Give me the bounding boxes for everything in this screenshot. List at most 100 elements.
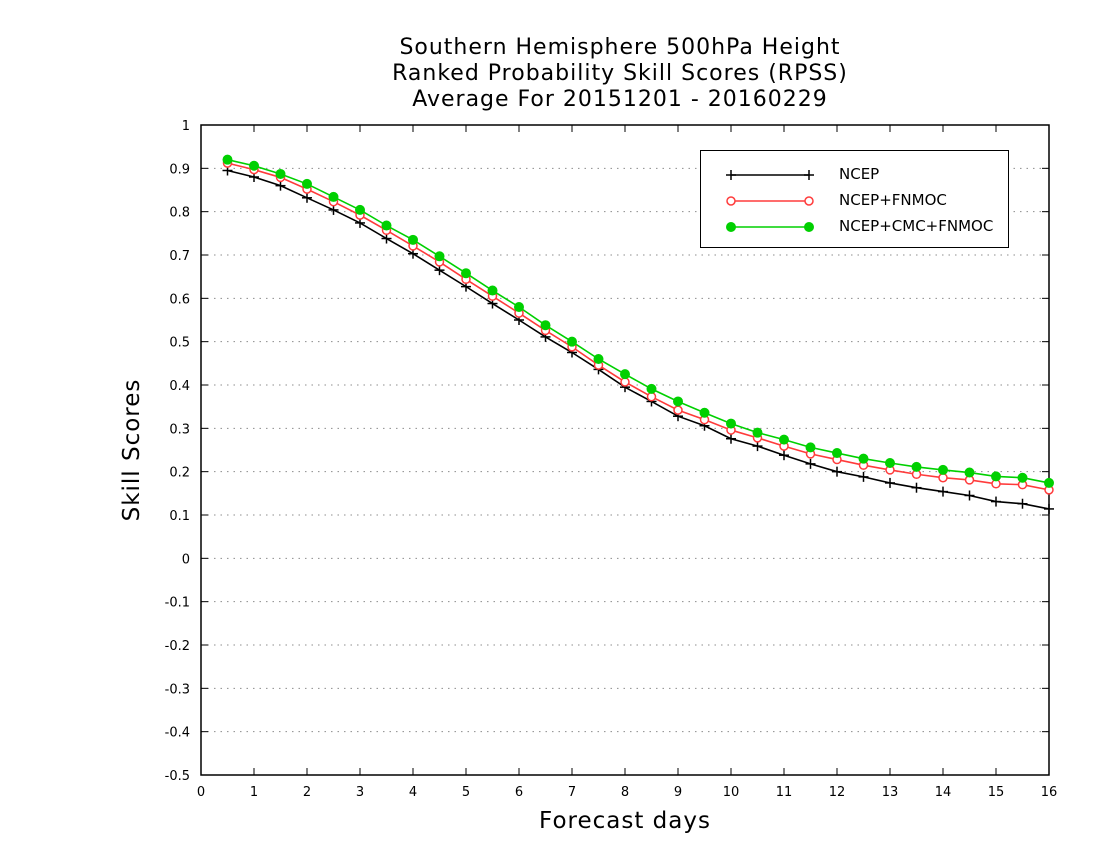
y-tick-label: -0.5 xyxy=(165,769,190,784)
y-tick-label: 0.8 xyxy=(169,206,190,221)
data-point-ncep-cmc-fnmoc xyxy=(885,458,895,468)
legend-marker-ncep-fnmoc xyxy=(726,196,814,206)
y-tick-label: -0.2 xyxy=(165,639,190,654)
data-point-ncep xyxy=(805,458,816,469)
data-point-ncep-cmc-fnmoc xyxy=(699,407,710,418)
data-point-ncep-cmc-fnmoc xyxy=(567,336,577,347)
data-point-ncep-cmc-fnmoc xyxy=(355,204,365,215)
x-tick-label: 4 xyxy=(409,785,417,800)
y-tick-label: -0.3 xyxy=(165,682,190,697)
chart-title-line-1: Southern Hemisphere 500hPa Height xyxy=(399,35,841,60)
data-point-ncep-cmc-fnmoc xyxy=(964,467,975,478)
x-tick-label: 5 xyxy=(462,785,470,800)
legend-label-ncep-fnmoc: NCEP+FNMOC xyxy=(839,191,947,209)
y-tick-label: 0.2 xyxy=(169,466,190,481)
x-tick-label: 10 xyxy=(723,785,740,800)
data-point-ncep xyxy=(911,482,922,493)
y-tick-label: 0 xyxy=(182,552,190,567)
x-tick-label: 1 xyxy=(250,785,258,800)
data-point-ncep xyxy=(328,204,339,215)
data-point-ncep-cmc-fnmoc xyxy=(328,191,339,202)
chart-title-line-3: Average For 20151201 - 20160229 xyxy=(412,87,828,112)
series-line-ncep xyxy=(227,169,1050,510)
data-point-ncep-cmc-fnmoc xyxy=(222,154,233,165)
data-point-ncep-fnmoc xyxy=(620,377,630,387)
legend-marker-left-ncep-cmc-fnmoc xyxy=(726,222,736,232)
data-point-ncep-cmc-fnmoc xyxy=(726,418,736,429)
y-tick-label: 0.4 xyxy=(169,379,190,394)
y-tick-label: 0.3 xyxy=(169,422,190,437)
data-point-ncep xyxy=(434,265,445,276)
data-point-ncep-cmc-fnmoc xyxy=(593,354,604,364)
y-tick-label: -0.4 xyxy=(165,726,190,741)
data-point-ncep xyxy=(302,192,312,203)
y-tick-label: 0.6 xyxy=(169,292,190,307)
data-point-ncep-cmc-fnmoc xyxy=(434,251,445,262)
data-point-ncep-cmc-fnmoc xyxy=(408,234,418,245)
data-point-ncep-cmc-fnmoc xyxy=(779,434,789,445)
legend-item-ncep-cmc-fnmoc: NCEP+CMC+FNMOC xyxy=(701,215,1010,239)
data-point-ncep xyxy=(885,477,895,488)
data-point-ncep-cmc-fnmoc xyxy=(911,461,922,472)
data-point-ncep xyxy=(938,486,948,497)
data-point-ncep xyxy=(726,433,736,444)
data-point-ncep xyxy=(381,233,392,244)
data-point-ncep-cmc-fnmoc xyxy=(646,383,657,394)
data-point-ncep-fnmoc xyxy=(673,405,683,415)
x-tick-label: 11 xyxy=(776,785,793,800)
chart-title-line-2: Ranked Probability Skill Scores (RPSS) xyxy=(392,61,848,86)
data-point-ncep-cmc-fnmoc xyxy=(991,471,1001,482)
data-point-ncep-cmc-fnmoc xyxy=(938,464,948,475)
legend-marker-ncep xyxy=(726,170,814,180)
legend-marker-right-ncep-fnmoc xyxy=(804,196,814,206)
data-point-ncep-cmc-fnmoc xyxy=(832,448,842,459)
data-point-ncep-fnmoc xyxy=(646,391,657,402)
axis-ticks: -0.5 -0.4 -0.3 -0.2 -0.1 0 0.1 0.2 0.3 0.4 0.5 0.6 0… xyxy=(165,119,1058,800)
y-tick-label: 1 xyxy=(182,119,190,134)
x-tick-label: 2 xyxy=(303,785,311,800)
legend-item-ncep: NCEP xyxy=(701,163,1010,187)
x-tick-label: 0 xyxy=(197,785,205,800)
x-tick-label: 9 xyxy=(674,785,682,800)
data-point-ncep-cmc-fnmoc xyxy=(752,427,763,438)
legend-marker-left-ncep xyxy=(726,170,736,180)
x-tick-label: 16 xyxy=(1041,785,1058,800)
data-point-ncep-cmc-fnmoc xyxy=(302,178,312,189)
data-point-ncep-cmc-fnmoc xyxy=(275,168,286,179)
legend-marker-ncep-cmc-fnmoc xyxy=(726,222,814,232)
y-tick-label: 0.9 xyxy=(169,162,190,177)
x-tick-label: 3 xyxy=(356,785,364,800)
data-point-ncep-cmc-fnmoc xyxy=(1044,477,1054,488)
data-point-ncep xyxy=(964,490,975,501)
y-axis-label: Skill Scores xyxy=(119,378,145,522)
data-point-ncep-cmc-fnmoc xyxy=(381,220,392,231)
legend-marker-left-ncep-fnmoc xyxy=(726,196,736,206)
x-axis-label: Forecast days xyxy=(539,808,711,834)
y-tick-label: 0.5 xyxy=(169,336,190,351)
legend: NCEP NCEP+FNMOC NCEP+CMC+FNMOC xyxy=(700,150,1009,248)
data-point-ncep xyxy=(752,441,763,452)
data-point-ncep-cmc-fnmoc xyxy=(805,442,816,453)
series-lines xyxy=(222,154,1054,514)
x-tick-label: 14 xyxy=(935,785,952,800)
data-point-ncep-cmc-fnmoc xyxy=(461,268,471,279)
data-point-ncep xyxy=(991,496,1001,507)
x-tick-label: 12 xyxy=(829,785,846,800)
data-point-ncep-cmc-fnmoc xyxy=(514,302,524,312)
data-point-ncep xyxy=(779,450,789,461)
data-point-ncep xyxy=(858,471,869,482)
series-ncep-cmc-fnmoc xyxy=(222,154,1054,488)
data-point-ncep-cmc-fnmoc xyxy=(540,320,551,331)
y-tick-label: 0.1 xyxy=(169,509,190,524)
grid-lines xyxy=(201,167,1049,733)
data-point-ncep-cmc-fnmoc xyxy=(620,369,630,380)
y-tick-label: 0.7 xyxy=(169,249,190,264)
data-point-ncep xyxy=(275,180,286,191)
data-point-ncep-cmc-fnmoc xyxy=(673,396,683,407)
x-tick-label: 8 xyxy=(621,785,629,800)
data-point-ncep-fnmoc xyxy=(938,472,948,483)
legend-label-ncep-cmc-fnmoc: NCEP+CMC+FNMOC xyxy=(839,217,994,235)
legend-item-ncep-fnmoc: NCEP+FNMOC xyxy=(701,189,1010,213)
data-point-ncep-cmc-fnmoc xyxy=(487,285,498,296)
data-point-ncep-cmc-fnmoc xyxy=(249,160,259,171)
